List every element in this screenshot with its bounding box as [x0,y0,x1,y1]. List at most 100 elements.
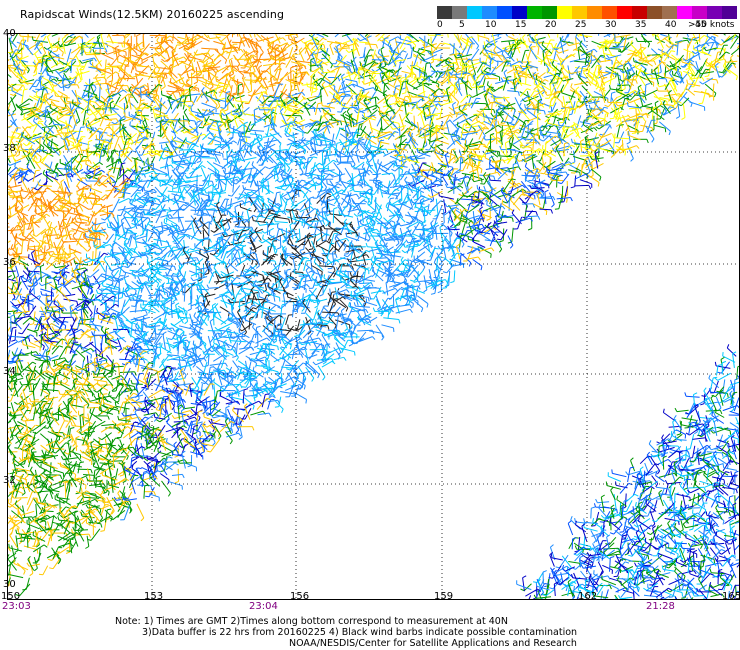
wind-barb [436,139,450,145]
wind-barb [430,58,442,61]
wind-barb [360,35,372,42]
wind-barb-flag [249,56,254,60]
scale-tick-label: 30 [605,20,617,30]
wind-barb [135,73,139,85]
wind-barb-flag [277,49,282,53]
wind-barb-flag [64,86,69,89]
wind-barb-flag [311,50,316,55]
wind-barb [700,58,708,72]
wind-barb [563,143,565,157]
wind-barb [164,53,178,63]
wind-barb [497,33,500,38]
wind-barb-flag [201,87,205,91]
wind-barb-flag [723,58,727,63]
wind-barb [626,67,632,78]
wind-barb-flag [222,45,225,50]
wind-barb-flag [665,78,668,83]
wind-barb [501,39,515,43]
wind-barb-flag [588,104,591,109]
wind-barb-flag [455,72,458,77]
wind-barb [77,127,82,140]
wind-barb-flag [508,138,511,143]
wind-barb [310,33,318,44]
wind-barb [500,149,510,161]
wind-barb [156,40,167,54]
wind-barb-flag [257,105,261,110]
wind-barb [609,45,626,49]
wind-barb-flag [76,137,78,142]
wind-barb [466,43,472,56]
wind-barb [7,51,23,55]
wind-barb-flag [314,53,317,58]
wind-barb-flag [169,77,172,83]
wind-barb-flag [500,77,504,82]
wind-barb-flag [260,52,264,56]
wind-barb-flag [255,37,259,42]
wind-barb-flag [504,46,507,52]
wind-barb-flag [135,54,140,57]
wind-barb [209,54,220,67]
wind-barb-flag [344,150,348,154]
wind-barb-flag [328,107,332,112]
wind-barb [304,43,310,54]
wind-barb-flag [402,87,407,90]
wind-barb-flag [349,140,354,143]
wind-barb-flag [56,129,59,134]
wind-barb-flag [306,57,311,61]
wind-barb [707,42,714,55]
wind-barb-flag [12,58,17,62]
wind-barb [304,45,316,56]
wind-barb-flag [456,101,460,106]
wind-barb-flag [497,137,502,141]
wind-barb [574,33,580,38]
wind-barb [273,42,287,50]
wind-barb [660,33,672,39]
wind-barb-flag [76,120,81,124]
wind-barb-flag [258,59,262,64]
wind-barb [622,36,634,41]
wind-barb-flag [178,91,181,96]
wind-barb-flag [152,145,155,151]
wind-barb [364,43,377,46]
wind-barb-flag [138,165,143,170]
wind-barb-flag [360,157,365,160]
wind-barb-flag [390,125,394,130]
wind-barb [689,60,699,72]
wind-barb [413,147,425,150]
wind-barb [388,36,399,42]
wind-barb-flag [625,127,629,132]
wind-barb [99,52,114,60]
wind-barb [644,84,647,97]
wind-barb-flag [377,137,379,142]
wind-barb-flag [9,36,13,41]
wind-barb [159,121,162,138]
wind-barb-flag [361,63,366,67]
wind-barb-flag [105,115,110,120]
wind-barb-flag [542,145,544,150]
wind-barb [363,47,366,58]
wind-barb-flag [651,138,655,143]
wind-barb [202,54,215,64]
wind-barb-flag [468,58,473,62]
wind-barb [510,33,515,37]
wind-barb [634,46,643,56]
wind-barb-flag [282,37,286,41]
wind-barb-flag [58,133,63,138]
wind-barb-flag [339,57,343,62]
wind-barb [437,127,449,129]
wind-barb [135,70,148,75]
wind-barb-flag [41,58,46,61]
wind-barb [371,148,387,152]
wind-barb [642,105,653,109]
wind-barb [534,36,538,48]
wind-barb-flag [408,144,411,149]
wind-barb-flag [546,69,550,74]
wind-barb-flag [146,127,151,130]
wind-barb-flag [48,51,50,56]
wind-barb-flag [631,132,636,134]
wind-barb-flag [243,70,248,73]
wind-barb [375,33,382,38]
wind-barb [413,115,416,129]
wind-barb-flag [345,49,350,53]
wind-barb [231,65,244,76]
